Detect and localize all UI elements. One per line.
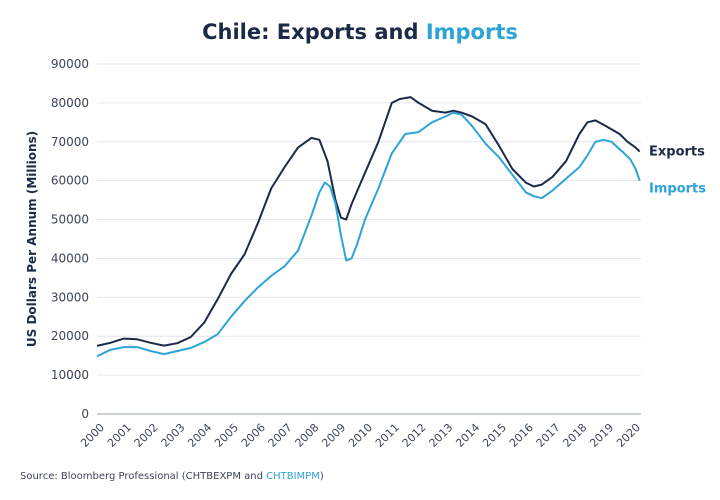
source-note: Source: Bloomberg Professional (CHTBEXPM… bbox=[20, 471, 324, 482]
x-tick-label: 2004 bbox=[185, 421, 214, 450]
x-tick-label: 2013 bbox=[427, 421, 456, 450]
x-tick-label: 2001 bbox=[105, 421, 134, 450]
y-tick-label: 20000 bbox=[51, 329, 89, 343]
x-tick-label: 2018 bbox=[560, 421, 589, 450]
source-suffix: ) bbox=[319, 471, 324, 482]
x-tick-label: 2017 bbox=[534, 421, 563, 450]
x-tick-label: 2005 bbox=[212, 421, 241, 450]
x-tick-label: 2009 bbox=[319, 421, 348, 450]
line-chart: 0 10000 20000 30000 40000 50000 60000 70000 8000… bbox=[25, 57, 706, 450]
series-line-exports bbox=[96, 96, 641, 347]
y-tick-label: 30000 bbox=[51, 290, 89, 304]
x-tick-label: 2015 bbox=[480, 421, 509, 450]
x-tick-label: 2016 bbox=[507, 421, 536, 450]
source-prefix: Source: Bloomberg Professional (CHTBEXPM… bbox=[20, 471, 267, 482]
x-tick-label: 2007 bbox=[266, 421, 295, 450]
y-tick-label: 90000 bbox=[51, 57, 89, 71]
y-tick-label: 0 bbox=[81, 407, 89, 421]
x-tick-label: 2010 bbox=[346, 421, 375, 450]
chart-title: Chile: Exports and Imports bbox=[0, 20, 720, 44]
x-tick-label: 2006 bbox=[239, 421, 268, 450]
series-label-exports: Exports bbox=[649, 145, 705, 160]
series-label-imports: Imports bbox=[649, 182, 706, 197]
x-tick-label: 2012 bbox=[400, 421, 429, 450]
chart-title-highlight: Imports bbox=[425, 20, 518, 44]
x-tick-label: 2011 bbox=[373, 421, 402, 450]
source-highlight: CHTBIMPM bbox=[266, 471, 320, 482]
x-tick-label: 2020 bbox=[614, 421, 643, 450]
x-tick-label: 2002 bbox=[132, 421, 161, 450]
x-tick-label: 2003 bbox=[159, 421, 188, 450]
y-tick-label: 10000 bbox=[51, 368, 89, 382]
x-tick-label: 2014 bbox=[453, 421, 482, 450]
series-line-imports bbox=[96, 111, 641, 358]
y-tick-label: 70000 bbox=[51, 135, 89, 149]
y-tick-label: 50000 bbox=[51, 213, 89, 227]
x-tick-label: 2008 bbox=[293, 421, 322, 450]
y-tick-label: 60000 bbox=[51, 174, 89, 188]
y-axis-label: US Dollars Per Annum (Millions) bbox=[25, 131, 39, 347]
x-tick-label: 2019 bbox=[587, 421, 616, 450]
chart-title-main: Chile: Exports and bbox=[202, 20, 426, 44]
y-tick-label: 40000 bbox=[51, 251, 89, 265]
x-tick-label: 2000 bbox=[78, 421, 107, 450]
y-tick-label: 80000 bbox=[51, 96, 89, 110]
